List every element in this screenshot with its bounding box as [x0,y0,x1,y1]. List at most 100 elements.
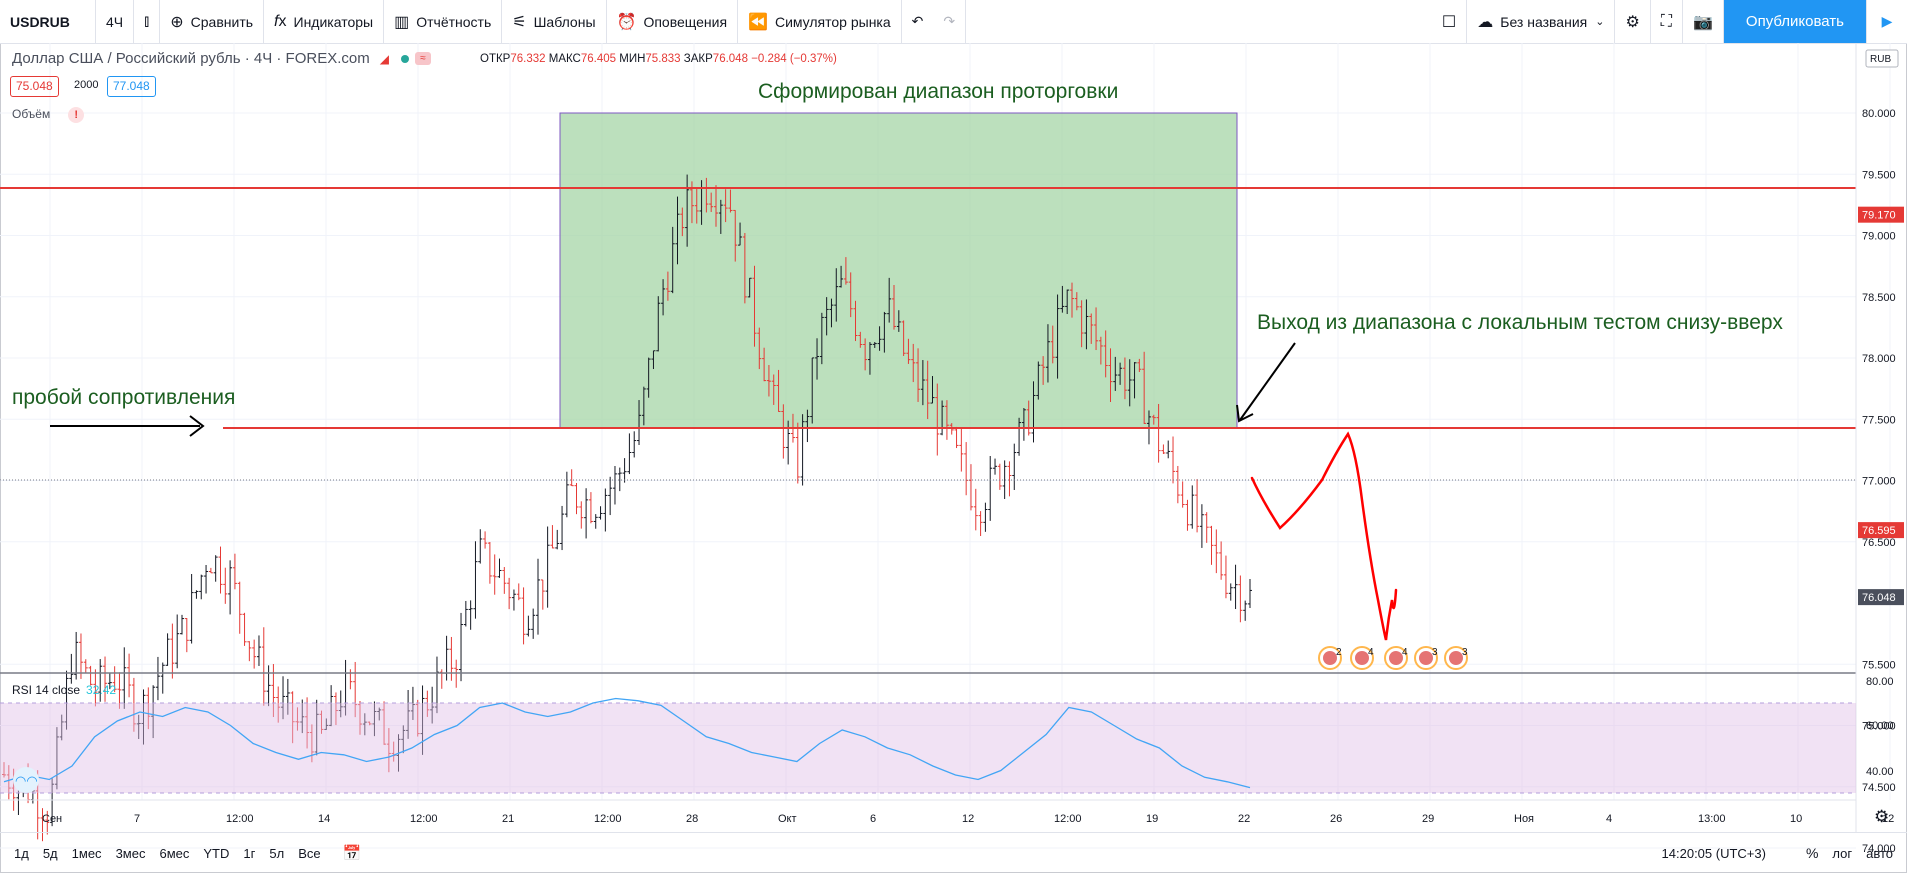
candle [1122,357,1127,400]
candle [940,400,945,436]
time-tick-label: 10 [1790,813,1802,825]
candle [1012,443,1017,490]
settings-button[interactable]: ⚙ [1615,0,1651,43]
percent-toggle[interactable]: % [1805,845,1819,861]
candle [646,357,651,398]
candle [608,476,613,516]
candle [377,707,382,721]
candle [742,232,747,304]
sell-price-box[interactable]: 75.048 [10,76,59,97]
candle [983,502,988,532]
candle [906,338,911,364]
candle [507,577,512,610]
candle [372,701,377,737]
event-flag-icon: 3 [1414,646,1438,670]
candle [1180,481,1185,508]
candle [382,701,387,745]
range-button[interactable]: Все [298,845,321,861]
calendar-icon[interactable]: 📅 [342,845,362,862]
interval-button[interactable]: 4Ч [96,0,135,43]
quantity-label: 2000 [74,79,99,91]
candle [843,257,848,285]
candle [848,272,853,318]
range-button[interactable]: 5д [42,845,58,861]
reports-button[interactable]: ▥ Отчётность [384,0,503,43]
indicators-button[interactable]: fx Индикаторы [264,0,385,43]
layout-toggle-button[interactable]: ☐ [1432,0,1468,43]
candle [757,327,762,370]
layout-name-button[interactable]: ☁ Без названия ⌄ [1467,0,1616,43]
candles-layer [2,174,1252,842]
candle [665,271,670,301]
undo-button[interactable]: ↶ [911,13,924,29]
candle [204,564,209,594]
candle [771,374,776,405]
chart-type-button[interactable]: ⫾ [134,0,161,43]
candle [872,342,877,348]
candle [88,665,93,686]
candle [574,482,579,515]
snapshot-button[interactable]: 📷 [1683,0,1724,43]
replay-button[interactable]: ⏪ Симулятор рынка [738,0,902,43]
price-tag [1858,589,1904,606]
candle [1045,324,1050,383]
play-button[interactable]: ▶ [1866,0,1907,43]
candle [59,714,64,741]
fullscreen-button[interactable]: ⛶ [1651,0,1683,43]
candle [584,488,589,539]
candle [738,222,743,246]
range-button[interactable]: 1мес [71,845,102,861]
candle [1137,358,1142,372]
candle [232,553,237,590]
alerts-button[interactable]: ⏰ Оповещения [607,0,739,43]
candle [747,277,752,298]
candle [6,765,11,800]
candle [151,685,156,739]
function-icon: fx [274,12,287,30]
price-tick-label: 80.000 [1862,108,1896,120]
range-button[interactable]: 5л [269,845,285,861]
range-button[interactable]: 1г [243,845,256,861]
range-button[interactable]: 3мес [115,845,146,861]
candle [430,686,435,724]
candle [208,567,213,574]
candle [45,810,50,835]
time-tick-label: 26 [1330,813,1342,825]
candle [853,300,858,342]
candle [540,579,545,610]
data-warning-icon: ≈ [414,52,431,65]
event-flag-icon: 2 [1318,646,1342,670]
candles-icon: ⫾ [144,12,150,30]
low-value: 75.833 [645,53,681,65]
price-tag [1858,206,1904,223]
publish-button[interactable]: Опубликовать [1723,0,1866,43]
log-toggle[interactable]: лог [1832,845,1853,861]
candle [11,768,16,811]
change-value: −0.284 (−0.37%) [751,53,837,65]
range-button[interactable]: 6мес [159,845,190,861]
candle [733,209,738,262]
range-button[interactable]: 1д [14,845,29,861]
range-button[interactable]: YTD [203,845,230,861]
symbol-search-button[interactable]: USDRUB [0,0,96,43]
candle [1156,403,1161,463]
buy-price-box[interactable]: 77.048 [107,76,156,97]
event-count: 4 [1368,647,1374,658]
candle [1175,465,1180,504]
candle [598,506,603,520]
candle [175,614,180,669]
candle [1190,485,1195,529]
auto-toggle[interactable]: авто [1866,845,1893,861]
candle [1204,512,1209,543]
candle [550,525,555,549]
time-tick-label: 4 [1606,813,1612,825]
compare-button[interactable]: ⊕ Сравнить [160,0,265,43]
candle [752,265,757,347]
flag-icon: ◢ [379,51,389,66]
candle [1171,436,1176,484]
templates-label: Шаблоны [533,13,596,30]
redo-button[interactable]: ↷ [933,0,967,43]
cloud-icon: ☁ [1477,13,1494,31]
templates-button[interactable]: ⚟ Шаблоны [502,0,607,43]
